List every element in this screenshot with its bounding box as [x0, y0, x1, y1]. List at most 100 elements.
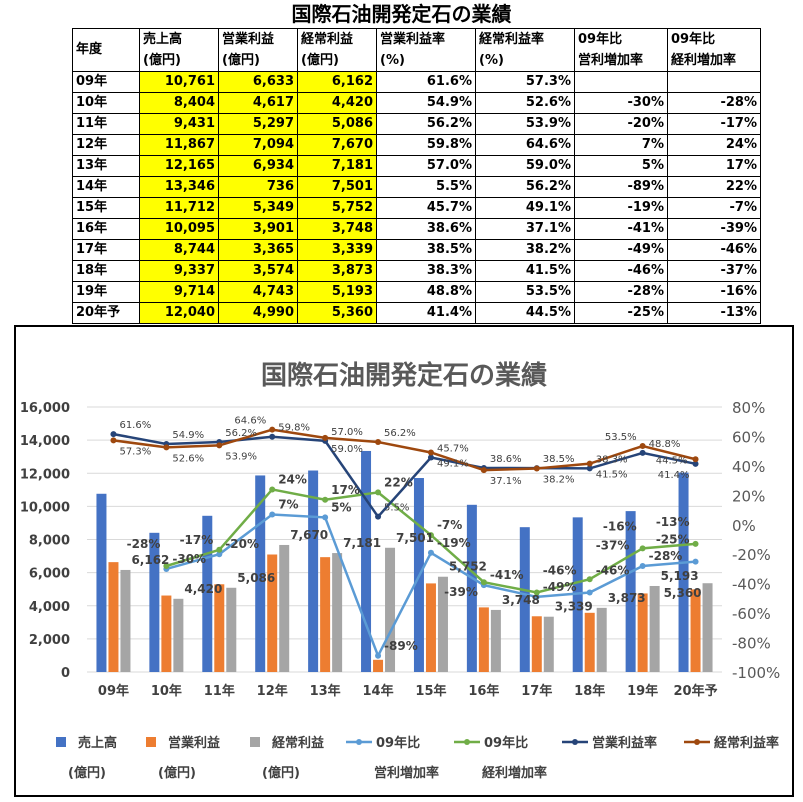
y-right-tick: -20% — [732, 546, 771, 564]
line-point — [586, 576, 593, 583]
table-row: 14年 13,346 736 7,501 5.5% 56.2% -89% 22% — [72, 176, 761, 198]
line-label: -39% — [444, 585, 478, 599]
line-label: -17% — [180, 533, 214, 547]
line-label: 5.5% — [384, 503, 409, 514]
column-header: (億円) — [297, 50, 377, 72]
x-tick: 19年 — [627, 683, 658, 699]
table-cell: 13年 — [72, 155, 140, 177]
table-cell: 3,365 — [218, 239, 298, 261]
line-point — [480, 579, 487, 586]
table-cell: 6,162 — [297, 71, 377, 93]
table-cell: 5,086 — [297, 113, 377, 135]
line-label: 45.7% — [437, 443, 469, 454]
column-header: (億円) — [218, 50, 298, 72]
bar-2 — [385, 547, 396, 672]
line-point — [375, 439, 382, 446]
table-cell: 15年 — [72, 197, 140, 219]
line-label: 52.6% — [172, 453, 204, 464]
line-label: -28% — [649, 549, 683, 563]
table-cell: 3,574 — [218, 260, 298, 282]
table-cell: 10,095 — [139, 218, 219, 240]
bar-0 — [308, 470, 319, 672]
table-cell: 56.2% — [475, 176, 575, 198]
x-tick: 12年 — [257, 683, 288, 699]
bar-2 — [173, 598, 184, 672]
bar-label: 3,873 — [608, 591, 646, 605]
line-label: 41.5% — [596, 470, 628, 481]
bar-label: 7,670 — [290, 528, 328, 542]
table-cell: 38.2% — [475, 239, 575, 261]
bar-0 — [149, 532, 160, 672]
table-cell: 59.8% — [376, 134, 476, 156]
line-point — [322, 496, 329, 503]
table-cell: 16年 — [72, 218, 140, 240]
line-label: -28% — [127, 537, 161, 551]
table-cell: 3,748 — [297, 218, 377, 240]
line-point — [427, 532, 434, 539]
line-label: 44.5% — [656, 455, 688, 466]
legend-marker — [572, 739, 578, 745]
table-cell: 41.5% — [475, 260, 575, 282]
table-cell: 12,165 — [139, 155, 219, 177]
y-right-tick: 20% — [732, 487, 765, 505]
line-label: 17% — [331, 483, 360, 497]
line-label: -30% — [172, 552, 206, 566]
line-label: -49% — [543, 580, 577, 594]
table-cell: -19% — [574, 197, 668, 219]
bar-0 — [625, 511, 636, 672]
table-cell: -37% — [667, 260, 761, 282]
y-right-tick: 60% — [732, 428, 765, 446]
legend-label-line2: 営利増加率 — [374, 765, 439, 781]
x-tick: 10年 — [151, 683, 182, 699]
table-cell: 11年 — [72, 113, 140, 135]
y-right-tick: -40% — [732, 576, 771, 594]
bar-0 — [466, 504, 477, 672]
y-right-tick: 40% — [732, 458, 765, 476]
line-point — [427, 549, 434, 556]
legend-label: 売上高 — [78, 735, 117, 751]
table-cell: 11,867 — [139, 134, 219, 156]
y-right-tick: -100% — [732, 664, 780, 682]
line-label: 48.8% — [649, 439, 681, 450]
table-cell: 38.6% — [376, 218, 476, 240]
line-label: 57.3% — [119, 446, 151, 457]
bar-2 — [543, 616, 554, 672]
x-tick: 13年 — [310, 683, 341, 699]
line-label: -46% — [543, 564, 577, 578]
table-row: 19年 9,714 4,743 5,193 48.8% 53.5% -28% -16% — [72, 281, 761, 303]
line-point — [533, 465, 540, 472]
column-header: 営業利益率 — [376, 28, 476, 50]
legend-label: 営業利益 — [168, 735, 220, 751]
table-cell: 9,431 — [139, 113, 219, 135]
bar-label: 5,752 — [449, 560, 487, 574]
line-label: 24% — [278, 472, 307, 486]
table-cell: -39% — [667, 218, 761, 240]
table-cell: -46% — [574, 260, 668, 282]
chart-container: 国際石油開発定石の業績 0 2,000 4,000 6,000 8,000 10,000 12… — [14, 325, 794, 797]
table-cell: 4,420 — [297, 92, 377, 114]
table-cell: 5,193 — [297, 281, 377, 303]
column-header: (%) — [475, 50, 575, 72]
line-label: -7% — [437, 518, 462, 532]
table-cell: -46% — [667, 239, 761, 261]
legend-marker — [464, 739, 470, 745]
line-point — [269, 426, 276, 433]
table-row: 16年 10,095 3,901 3,748 38.6% 37.1% -41% -39% — [72, 218, 761, 240]
bar-0 — [255, 475, 266, 672]
line-label: 49.1% — [437, 458, 469, 469]
bar-2 — [437, 576, 448, 672]
table-cell: 56.2% — [376, 113, 476, 135]
bar-2 — [226, 587, 237, 672]
line-label: -41% — [490, 568, 524, 582]
line-point — [322, 434, 329, 441]
table-cell: 45.7% — [376, 197, 476, 219]
bar-2 — [120, 569, 131, 672]
line-point — [322, 514, 329, 521]
bar-2 — [490, 609, 501, 672]
table-cell: 48.8% — [376, 281, 476, 303]
line-label: 37.1% — [490, 476, 522, 487]
table-cell: 64.6% — [475, 134, 575, 156]
table-cell: 38.5% — [376, 239, 476, 261]
table-cell: 09年 — [72, 71, 140, 93]
table-row: 10年 8,404 4,617 4,420 54.9% 52.6% -30% -28% — [72, 92, 761, 114]
